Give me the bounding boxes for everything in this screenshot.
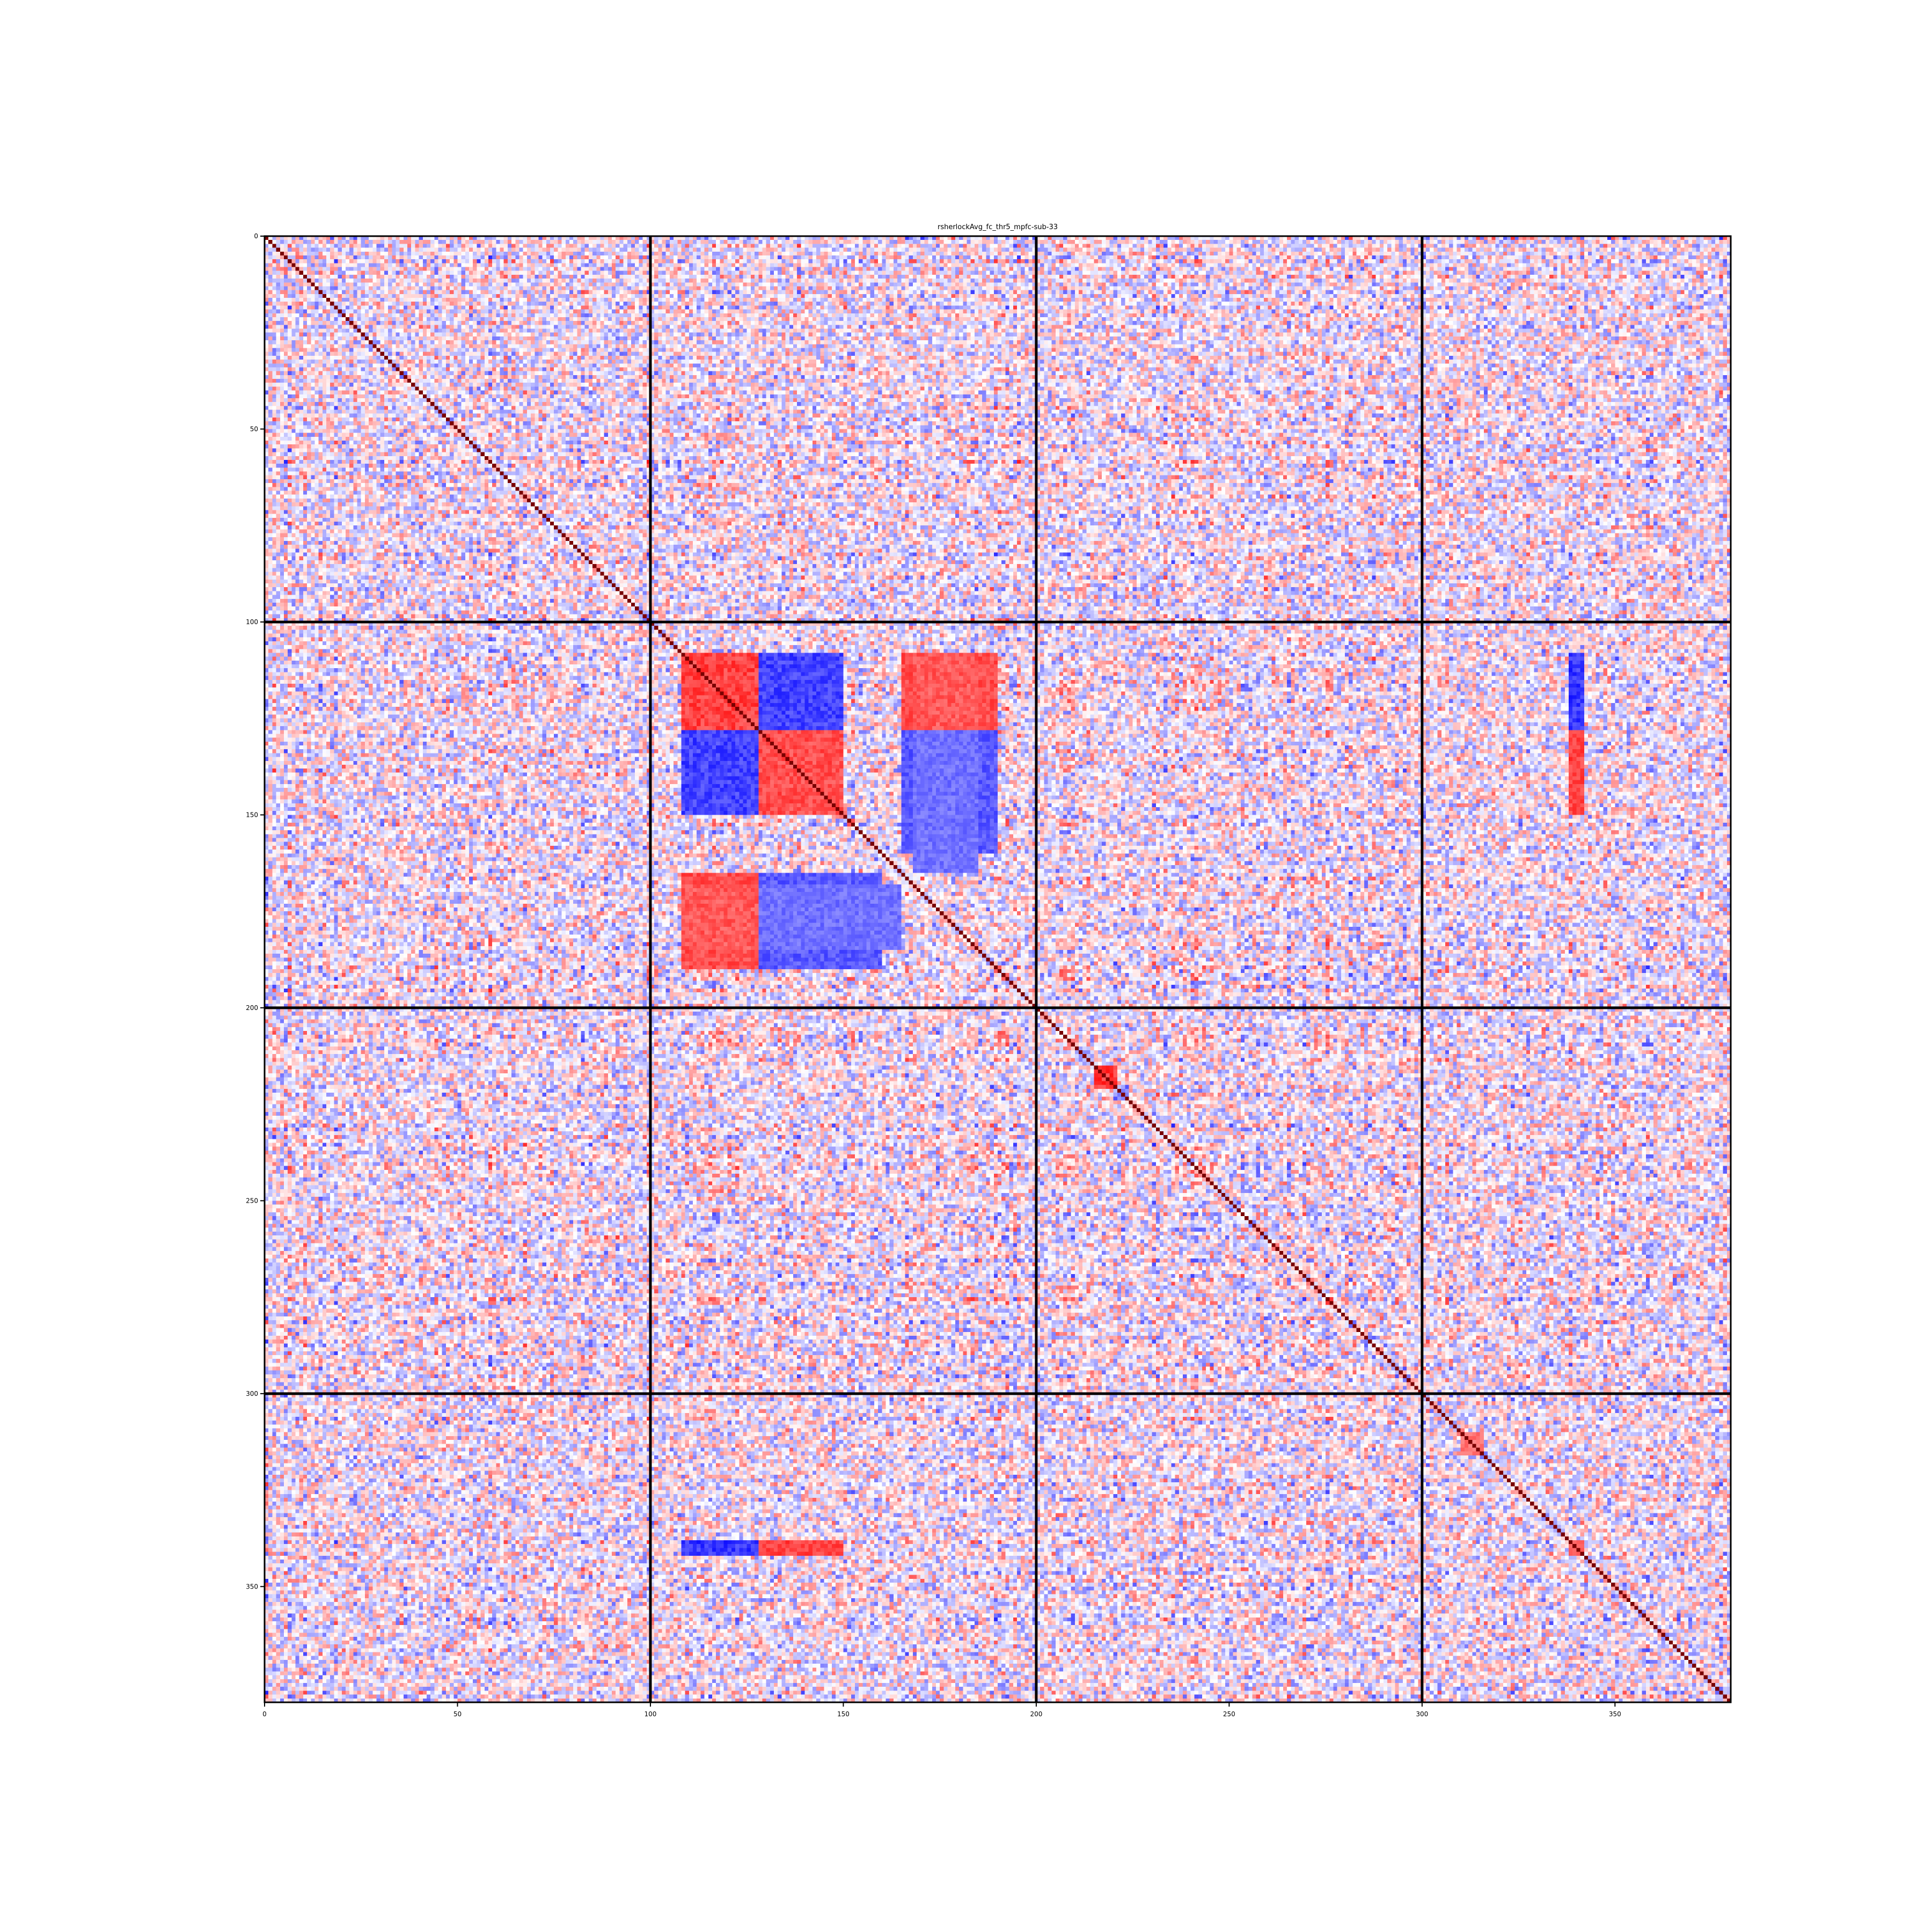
y-tick-label: 250	[246, 1197, 258, 1204]
plot-frame	[264, 235, 1732, 1703]
x-tick-label: 300	[1416, 1710, 1428, 1718]
y-tick-label: 350	[246, 1583, 258, 1590]
y-tick-label: 150	[246, 811, 258, 818]
y-tick-label: 50	[250, 425, 258, 433]
block-boundaries	[265, 236, 1731, 1702]
y-tick-label: 300	[246, 1390, 258, 1397]
x-tick-label: 100	[644, 1710, 656, 1718]
y-tick-label: 0	[254, 232, 258, 240]
chart-title: rsherlockAvg_fc_thr5_mpfc-sub-33	[938, 223, 1058, 231]
x-tick-label: 200	[1030, 1710, 1042, 1718]
x-tick-label: 0	[262, 1710, 267, 1718]
x-axis-ticks: 0 50 100 150 200 250 300 350	[262, 1702, 1621, 1718]
x-tick-label: 350	[1609, 1710, 1621, 1718]
y-tick-label: 200	[246, 1004, 258, 1012]
x-tick-label: 150	[837, 1710, 850, 1718]
heatmap-cells	[265, 236, 1731, 1702]
x-tick-label: 50	[453, 1710, 462, 1718]
y-axis-ticks: 0 50 100 150 200 250 300 350	[246, 232, 265, 1590]
y-tick-label: 100	[246, 618, 258, 626]
x-tick-label: 250	[1223, 1710, 1235, 1718]
heatmap-area	[265, 236, 1731, 1702]
